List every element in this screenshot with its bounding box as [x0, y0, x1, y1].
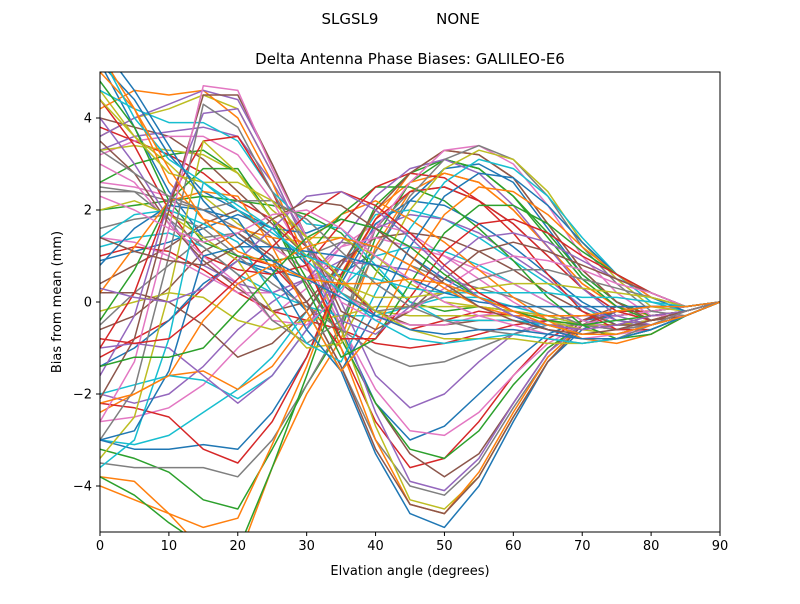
x-axis-label: Elvation angle (degrees): [330, 564, 489, 579]
suptitle-radome: NONE: [436, 10, 480, 28]
series-line-az355: [110, 72, 720, 335]
x-axis: 0 10 20 30 40 50 60 70 80 90: [96, 532, 728, 554]
x-tick-label: 90: [712, 539, 729, 554]
y-tick-label: −2: [73, 388, 92, 403]
y-axis-label: Bias from mean (mm): [50, 231, 65, 373]
chart-title: Delta Antenna Phase Biases: GALILEO-E6: [255, 50, 565, 68]
series-line-az305: [100, 236, 720, 404]
x-tick-label: 60: [505, 539, 522, 554]
series-line-az290: [100, 140, 720, 459]
y-tick-label: −4: [73, 480, 92, 495]
y-tick-label: 0: [84, 296, 92, 311]
series-line-az350: [119, 72, 720, 340]
suptitle-station: SLGSL9: [322, 10, 379, 28]
series-line-az280: [100, 85, 720, 422]
x-tick-label: 20: [230, 539, 247, 554]
series-line-az320: [100, 190, 720, 331]
x-tick-label: 0: [96, 539, 104, 554]
y-tick-label: 4: [84, 112, 92, 127]
y-axis: −4 −2 0 2 4: [73, 112, 100, 495]
x-tick-label: 80: [643, 539, 660, 554]
y-tick-label: 2: [84, 204, 92, 219]
x-tick-label: 30: [298, 539, 315, 554]
x-tick-label: 40: [367, 539, 384, 554]
series-layer: [100, 72, 720, 532]
x-tick-label: 10: [161, 539, 178, 554]
x-tick-label: 70: [574, 539, 591, 554]
series-line-az325: [100, 200, 720, 335]
series-line-az225: [100, 140, 720, 322]
series-line-az310: [100, 218, 720, 368]
x-tick-label: 50: [436, 539, 453, 554]
